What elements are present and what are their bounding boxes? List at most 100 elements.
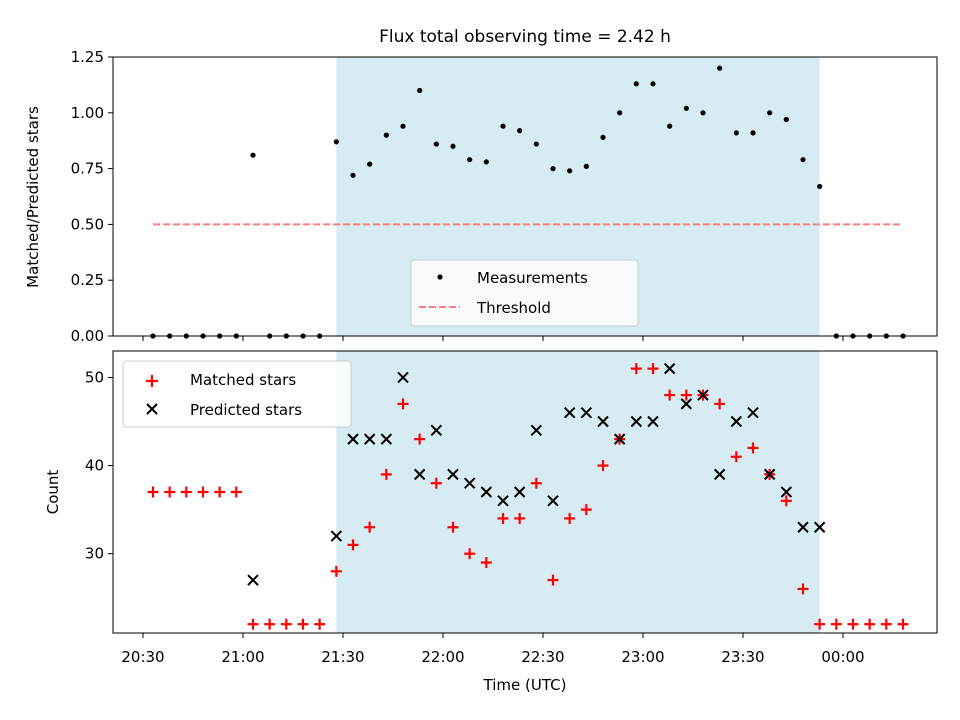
- y-tick-label: 0.25: [71, 271, 104, 289]
- measurement-point: [633, 81, 639, 87]
- matched-star-point: [264, 618, 276, 630]
- matched-star-point: [797, 583, 809, 595]
- measurement-point: [783, 116, 789, 123]
- predicted-star-point: [697, 389, 709, 401]
- top-y-ticks: 0.00 0.25 0.50 0.75 1.00 1.25: [71, 48, 113, 345]
- matched-star-point: [230, 486, 242, 498]
- legend-measurements-label: Measurements: [477, 269, 588, 287]
- measurement-point: [683, 105, 689, 111]
- predicted-star-point: [247, 574, 259, 586]
- y-tick-label: 0.50: [71, 215, 104, 233]
- matched-star-point: [547, 574, 559, 586]
- legend-matched-label: Matched stars: [190, 371, 296, 389]
- matched-star-point: [347, 539, 359, 551]
- predicted-star-point: [497, 495, 509, 507]
- matched-star-point: [580, 504, 592, 516]
- matched-star-point: [647, 363, 659, 375]
- matched-star-point: [480, 557, 492, 568]
- top-x-ticks: [142, 336, 844, 341]
- matched-stars-series: [147, 363, 909, 630]
- x-tick-label: 23:30: [721, 648, 764, 666]
- matched-star-point: [730, 451, 742, 463]
- top-y-axis-label: Matched/Predicted stars: [24, 106, 42, 288]
- legend-predicted-label: Predicted stars: [190, 401, 302, 419]
- predicted-star-point: [713, 468, 726, 481]
- matched-star-point: [164, 486, 176, 498]
- measurement-point: [817, 183, 823, 190]
- y-tick-label: 30: [85, 545, 104, 563]
- predicted-star-point: [397, 371, 409, 384]
- matched-star-point: [814, 618, 826, 630]
- bottom-y-axis-label: Count: [44, 470, 62, 515]
- legend-threshold-label: Threshold: [476, 299, 551, 317]
- measurement-point: [567, 168, 573, 174]
- matched-star-point: [780, 495, 792, 507]
- measurement-point: [383, 132, 389, 138]
- matched-star-point: [564, 512, 576, 524]
- predicted-star-point: [597, 415, 609, 428]
- measurement-point: [650, 81, 656, 87]
- measurement-point: [700, 110, 706, 116]
- predicted-star-point: [380, 433, 393, 445]
- matched-star-point: [447, 521, 459, 533]
- top-panel: 0.00 0.25 0.50 0.75 1.00 1.25 Matched/Predict…: [24, 48, 938, 345]
- y-tick-label: 50: [85, 368, 104, 386]
- predicted-star-point: [330, 530, 343, 542]
- matched-star-point: [414, 433, 426, 445]
- predicted-star-point: [763, 468, 776, 481]
- measurement-point: [733, 130, 739, 136]
- bottom-legend: Matched stars Predicted stars: [122, 360, 352, 428]
- predicted-star-point: [663, 362, 676, 375]
- bottom-observing-window-shade: [336, 351, 820, 633]
- y-tick-label: 0.75: [71, 160, 104, 178]
- top-axes-frame: [112, 56, 938, 337]
- measurement-point: [550, 166, 556, 172]
- x-tick-label: 00:00: [821, 648, 864, 666]
- y-tick-label: 40: [85, 457, 104, 475]
- measurement-point: [717, 65, 723, 71]
- predicted-star-point: [797, 521, 809, 533]
- matched-star-point: [364, 521, 376, 533]
- predicted-star-point: [447, 468, 459, 481]
- y-tick-label: 1.25: [71, 48, 104, 66]
- legend-matched-marker: [146, 375, 158, 387]
- predicted-star-point: [580, 406, 593, 419]
- matched-star-point: [897, 618, 909, 630]
- predicted-star-point: [680, 398, 693, 410]
- measurement-point: [417, 87, 423, 94]
- observing-window-shade: [336, 351, 820, 633]
- matched-star-point: [380, 468, 392, 480]
- measurement-point: [750, 130, 756, 136]
- matched-star-point: [830, 618, 842, 630]
- measurement-point: [483, 159, 489, 165]
- predicted-star-point: [747, 406, 759, 419]
- measurement-point: [767, 110, 773, 116]
- measurement-point: [350, 172, 356, 178]
- measurement-point: [500, 123, 506, 129]
- matched-star-point: [280, 618, 292, 630]
- measurement-point: [367, 161, 373, 167]
- matched-star-point: [314, 618, 326, 630]
- legend-measurements-marker: [437, 274, 443, 280]
- bottom-x-ticks: 20:30 21:00 21:30 22:00 22:30 23:00 23:30 00:00: [121, 633, 865, 666]
- x-tick-label: 21:00: [221, 648, 264, 666]
- predicted-star-point: [630, 415, 643, 428]
- matched-star-point: [714, 398, 726, 410]
- measurement-point: [800, 157, 806, 163]
- matched-star-point: [680, 389, 692, 401]
- predicted-star-point: [413, 468, 426, 481]
- legend-predicted-marker: [146, 403, 158, 415]
- top-legend: Measurements Threshold: [410, 259, 639, 327]
- matched-star-point: [747, 442, 759, 454]
- predicted-stars-series: [247, 362, 826, 586]
- predicted-star-point: [563, 406, 576, 419]
- predicted-star-point: [780, 486, 793, 498]
- measurement-point: [583, 163, 589, 169]
- predicted-star-point: [547, 495, 559, 507]
- bottom-y-ticks: 30 40 50: [85, 368, 113, 563]
- matched-star-point: [430, 477, 442, 489]
- matched-star-point: [330, 565, 342, 577]
- predicted-star-point: [347, 433, 359, 445]
- matched-star-point: [147, 486, 159, 498]
